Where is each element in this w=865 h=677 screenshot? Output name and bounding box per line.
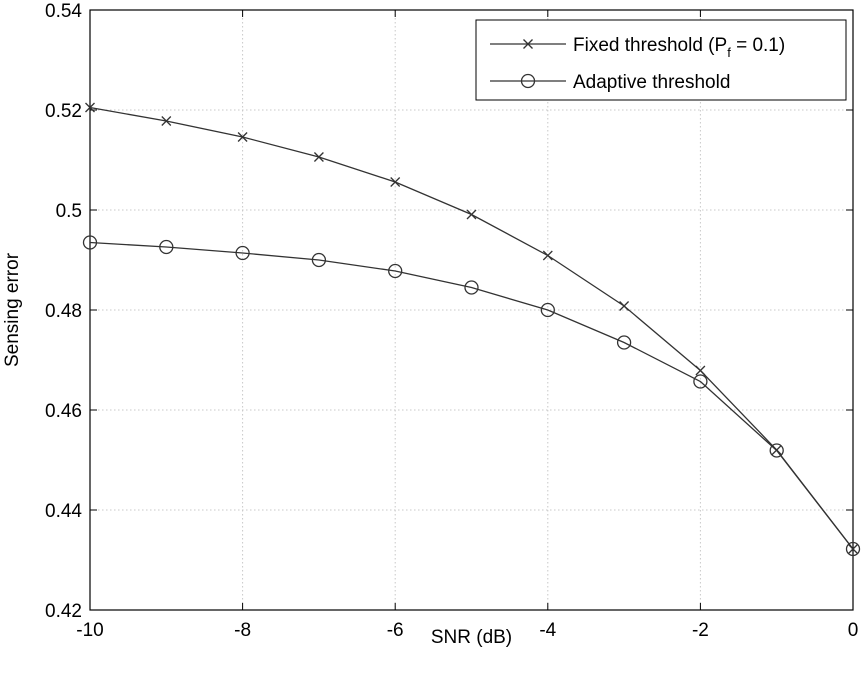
data-point-circle-marker: [769, 443, 784, 458]
y-tick-label: 0.54: [45, 1, 82, 22]
data-point-x-marker: [237, 132, 248, 142]
y-tick-label: 0.5: [56, 201, 82, 222]
data-point-x-marker: [695, 365, 706, 376]
x-tick-label: -2: [692, 620, 709, 641]
data-point-circle-marker: [159, 239, 174, 255]
x-marker-stroke: [313, 152, 324, 162]
legend-label-fixed-main: Fixed threshold (P: [573, 35, 727, 56]
x-marker-stroke: [390, 177, 401, 187]
data-point-x-marker: [466, 209, 477, 220]
series-lines: [82, 102, 861, 557]
legend-marker-x-icon: [523, 39, 533, 49]
x-marker-stroke: [523, 39, 533, 49]
data-point-circle-marker: [235, 245, 250, 261]
x-marker-stroke: [237, 132, 248, 142]
legend-label-fixed-suffix: = 0.1): [731, 35, 785, 56]
data-point-circle-marker: [845, 541, 861, 557]
axis-ticks: -10 -8 -6 -4 -2 0 0.42 0.44 0.46 0.48 0.5 0.52 0.54: [45, 1, 858, 641]
x-marker-stroke: [85, 102, 95, 113]
data-point-x-marker: [390, 177, 401, 187]
data-point-x-marker: [85, 102, 95, 113]
data-point-x-marker: [161, 116, 172, 126]
legend-x-marker: [523, 39, 533, 49]
y-tick-label: 0.42: [45, 601, 82, 622]
x-axis-label: SNR (dB): [431, 627, 512, 648]
x-tick-label: -6: [387, 620, 404, 641]
y-tick-label: 0.44: [45, 501, 82, 522]
x-marker-stroke: [542, 250, 553, 261]
x-tick-label: -4: [539, 620, 556, 641]
y-tick-label: 0.52: [45, 101, 82, 122]
y-tick-label: 0.48: [45, 301, 82, 322]
legend-label-adaptive: Adaptive threshold: [573, 72, 730, 93]
x-marker-stroke: [161, 116, 172, 126]
legend-marker-circle-icon: [520, 73, 536, 89]
series-line-0: [89, 106, 854, 550]
data-point-circle-marker: [540, 302, 555, 318]
x-marker-stroke: [466, 209, 477, 220]
y-tick-label: 0.46: [45, 401, 82, 422]
data-point-circle-marker: [311, 252, 327, 268]
legend-label-fixed-subscript: f: [727, 45, 731, 60]
x-marker-stroke: [619, 301, 630, 311]
data-point-x-marker: [542, 250, 553, 261]
data-point-circle-marker: [693, 374, 708, 389]
x-tick-label: -10: [76, 620, 103, 641]
data-point-circle-marker: [82, 235, 98, 250]
data-point-x-marker: [313, 152, 324, 162]
data-point-x-marker: [619, 301, 630, 311]
series-line-1: [89, 241, 854, 550]
legend-entry-fixed: Fixed threshold (Pf = 0.1): [490, 35, 785, 60]
legend: Fixed threshold (Pf = 0.1) Adaptive thre…: [475, 19, 847, 101]
data-point-circle-marker: [464, 280, 479, 295]
x-tick-label: 0: [848, 620, 859, 641]
x-tick-label: -8: [234, 620, 251, 641]
x-marker-stroke: [695, 365, 706, 376]
data-point-circle-marker: [616, 335, 632, 350]
legend-label-fixed: Fixed threshold (Pf = 0.1): [573, 35, 785, 60]
y-axis-label: Sensing error: [2, 252, 23, 367]
legend-box: [475, 19, 847, 101]
legend-entry-adaptive: Adaptive threshold: [490, 72, 730, 93]
data-point-circle-marker: [388, 263, 403, 279]
